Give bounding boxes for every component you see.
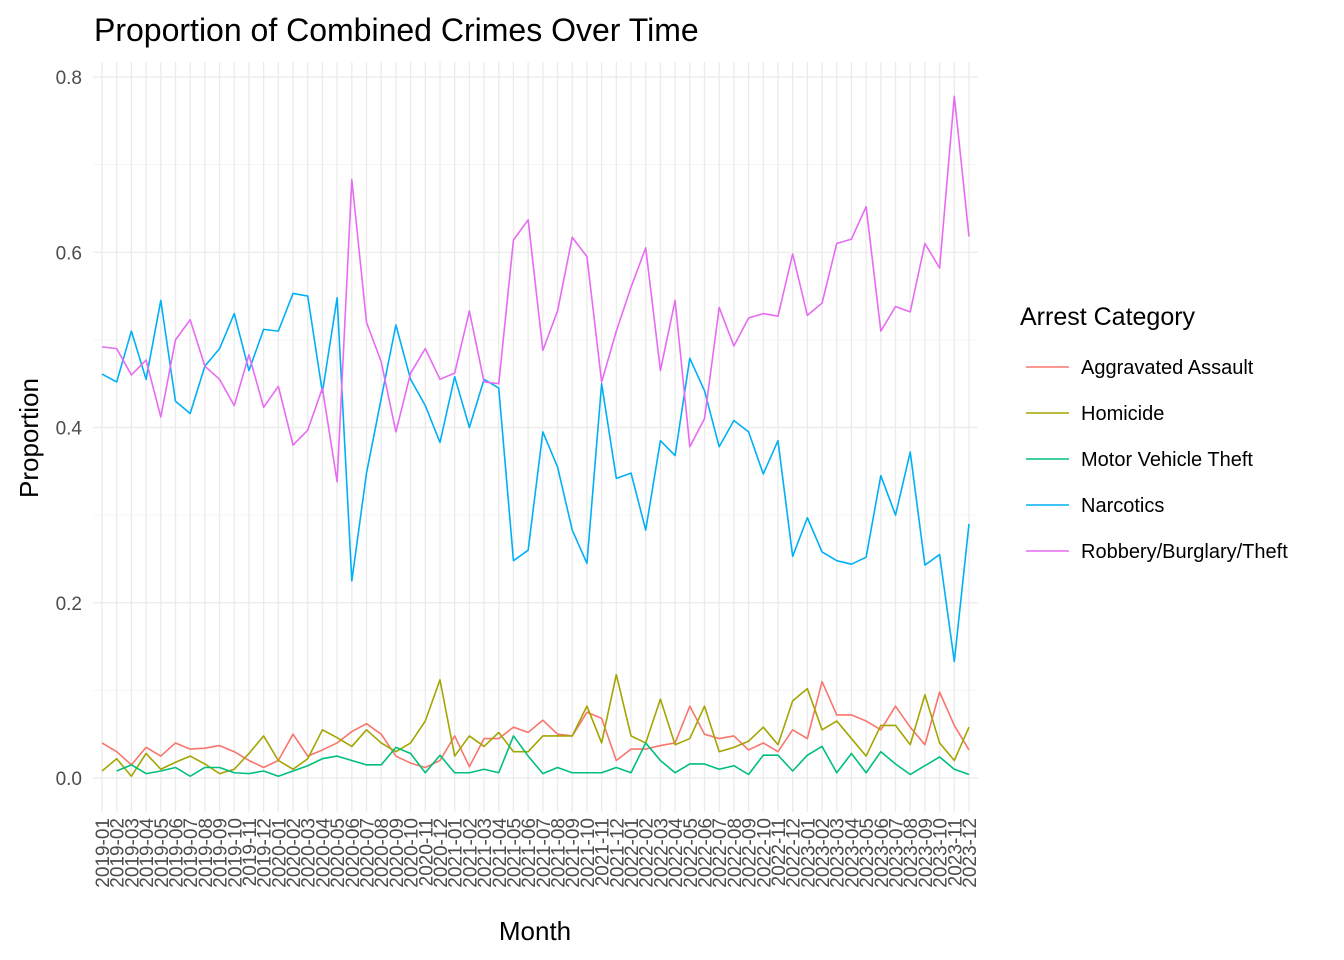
x-tick-label: 2021-12 <box>607 818 628 888</box>
x-tick-label: 2022-08 <box>725 818 746 888</box>
x-tick-label: 2020-01 <box>269 818 290 888</box>
x-tick-label: 2022-03 <box>651 818 672 888</box>
y-axis-title: Proportion <box>14 378 44 498</box>
y-tick-label: 0.8 <box>56 68 82 89</box>
legend-title: Arrest Category <box>1020 303 1196 331</box>
legend: Arrest Category Aggravated Assault Homici… <box>1020 303 1288 563</box>
x-tick-label: 2023-06 <box>872 818 893 888</box>
x-tick-label: 2021-11 <box>593 818 614 886</box>
x-tick-label: 2023-11 <box>945 818 966 886</box>
legend-item: Aggravated Assault <box>1026 357 1254 379</box>
x-tick-label: 2019-08 <box>196 818 217 888</box>
x-tick-label: 2019-03 <box>122 818 143 888</box>
x-tick-label: 2023-05 <box>857 818 878 888</box>
x-tick-label: 2020-04 <box>313 818 334 888</box>
legend-item: Homicide <box>1026 403 1164 425</box>
x-tick-label: 2020-02 <box>284 818 305 888</box>
y-tick-label: 0.0 <box>56 769 82 790</box>
x-tick-label: 2022-04 <box>666 818 687 888</box>
series-line-aggravated-assault <box>101 680 970 769</box>
chart-title: Proportion of Combined Crimes Over Time <box>94 12 699 48</box>
x-tick-label: 2021-02 <box>460 818 481 888</box>
series-line-robbery-burglary-theft <box>101 95 970 483</box>
x-tick-label: 2022-05 <box>681 818 702 888</box>
series-line-narcotics <box>101 292 970 663</box>
x-tick-label: 2022-01 <box>622 818 643 888</box>
x-tick-label: 2019-01 <box>93 818 114 888</box>
plot-grid <box>93 62 978 812</box>
y-axis-ticks: 0.0 0.2 0.4 0.6 0.8 <box>56 68 83 790</box>
x-tick-label: 2021-05 <box>504 818 525 888</box>
x-tick-label: 2021-09 <box>563 818 584 888</box>
x-tick-label: 2019-10 <box>225 818 246 888</box>
legend-item: Motor Vehicle Theft <box>1026 449 1253 471</box>
x-tick-label: 2021-07 <box>534 818 555 888</box>
x-tick-label: 2019-05 <box>152 818 173 888</box>
x-tick-label: 2022-09 <box>740 818 761 888</box>
plot-lines <box>101 95 970 778</box>
x-tick-label: 2022-12 <box>784 818 805 888</box>
x-tick-label: 2020-03 <box>299 818 320 888</box>
x-tick-label: 2022-10 <box>754 818 775 888</box>
y-tick-label: 0.2 <box>56 594 82 615</box>
x-tick-label: 2023-08 <box>901 818 922 888</box>
legend-item: Narcotics <box>1026 495 1164 517</box>
x-tick-label: 2023-09 <box>916 818 937 888</box>
x-tick-label: 2023-01 <box>798 818 819 888</box>
x-tick-label: 2020-07 <box>358 818 379 888</box>
x-tick-label: 2020-12 <box>431 818 452 888</box>
x-tick-label: 2021-01 <box>446 818 467 888</box>
x-tick-label: 2020-10 <box>402 818 423 888</box>
x-tick-label: 2020-11 <box>416 818 437 886</box>
x-tick-label: 2023-02 <box>813 818 834 888</box>
x-tick-label: 2023-03 <box>828 818 849 888</box>
x-tick-label: 2022-06 <box>695 818 716 888</box>
legend-label: Narcotics <box>1081 495 1164 517</box>
x-tick-label: 2020-06 <box>343 818 364 888</box>
x-tick-label: 2021-10 <box>578 818 599 888</box>
y-tick-label: 0.6 <box>56 243 82 264</box>
x-tick-label: 2019-07 <box>181 818 202 888</box>
legend-label: Motor Vehicle Theft <box>1081 449 1253 471</box>
x-tick-label: 2022-02 <box>637 818 658 888</box>
x-tick-label: 2021-06 <box>519 818 540 888</box>
x-tick-label: 2019-12 <box>255 818 276 888</box>
x-tick-label: 2020-08 <box>372 818 393 888</box>
legend-label: Aggravated Assault <box>1081 357 1254 379</box>
x-tick-label: 2023-07 <box>887 818 908 888</box>
x-tick-label: 2022-07 <box>710 818 731 888</box>
x-tick-label: 2021-08 <box>549 818 570 888</box>
series-line-motor-vehicle-theft <box>116 735 970 778</box>
x-tick-label: 2020-05 <box>328 818 349 888</box>
x-tick-label: 2020-09 <box>387 818 408 888</box>
x-tick-label: 2019-06 <box>166 818 187 888</box>
x-tick-label: 2019-11 <box>240 818 261 886</box>
legend-label: Robbery/Burglary/Theft <box>1081 541 1288 563</box>
series-line-homicide <box>101 673 970 778</box>
y-tick-label: 0.4 <box>56 419 83 440</box>
x-tick-label: 2019-09 <box>211 818 232 888</box>
x-tick-label: 2023-04 <box>842 818 863 888</box>
x-tick-label: 2021-04 <box>490 818 511 888</box>
x-tick-label: 2023-10 <box>931 818 952 888</box>
x-axis-ticks: 2019-012019-022019-032019-042019-052019-… <box>93 818 981 888</box>
x-tick-label: 2019-02 <box>108 818 129 888</box>
x-axis-title: Month <box>499 916 571 946</box>
x-tick-label: 2023-12 <box>960 818 981 888</box>
x-tick-label: 2022-11 <box>769 818 790 886</box>
legend-item: Robbery/Burglary/Theft <box>1026 541 1288 563</box>
x-tick-label: 2021-03 <box>475 818 496 888</box>
legend-label: Homicide <box>1081 403 1164 425</box>
x-tick-label: 2019-04 <box>137 818 158 888</box>
